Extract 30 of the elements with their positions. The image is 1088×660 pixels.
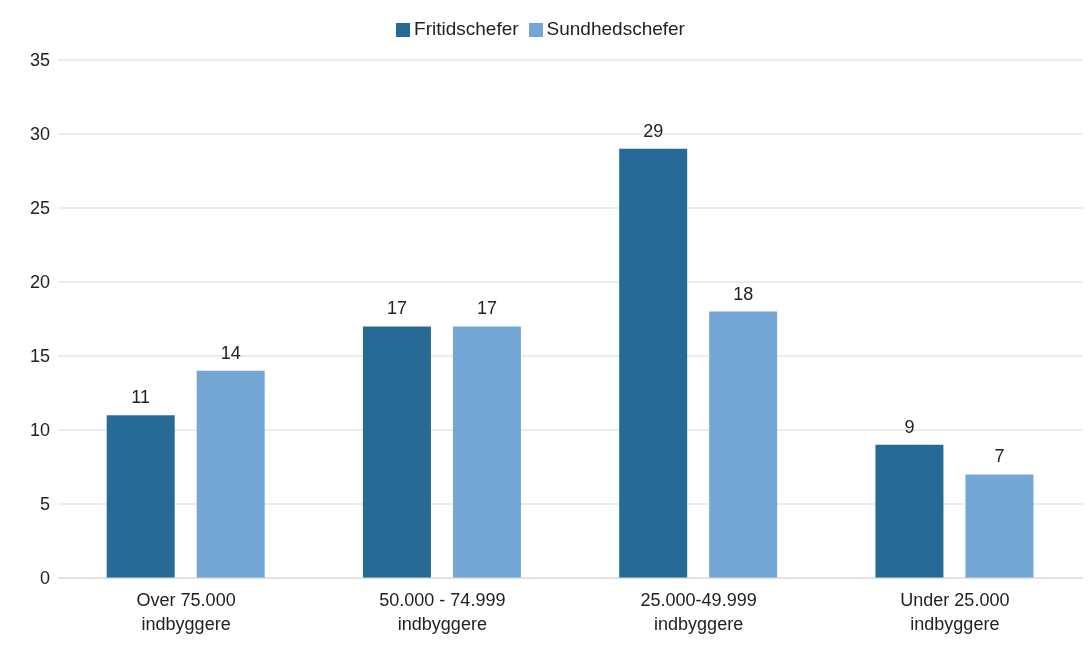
x-tick-label: 25.000-49.999 indbyggere xyxy=(640,590,757,634)
x-tick-label: 50.000 - 74.999 indbyggere xyxy=(379,590,506,634)
x-tick-label: Under 25.000 indbyggere xyxy=(900,590,1010,634)
data-label: 11 xyxy=(131,387,151,408)
y-tick-label: 25 xyxy=(29,198,50,219)
bar xyxy=(362,326,431,578)
data-label: 17 xyxy=(386,298,407,319)
y-tick-label: 35 xyxy=(29,50,50,71)
data-label: 18 xyxy=(733,283,754,304)
data-label: 14 xyxy=(220,342,241,363)
bar xyxy=(875,444,944,578)
legend-label: Sundhedschefer xyxy=(546,18,685,39)
y-tick-label: 10 xyxy=(29,420,50,441)
y-tick-label: 20 xyxy=(29,272,50,293)
x-tick-label: Over 75.000 indbyggere xyxy=(136,590,236,634)
data-label: 9 xyxy=(904,416,915,437)
y-tick-label: 5 xyxy=(39,494,50,515)
data-label: 29 xyxy=(643,120,664,141)
y-tick-label: 15 xyxy=(29,346,50,367)
bar xyxy=(965,474,1034,578)
bar xyxy=(709,311,778,578)
y-tick-label: 0 xyxy=(39,568,50,589)
bar xyxy=(196,370,265,578)
data-label: 17 xyxy=(476,298,497,319)
legend-label: Fritidschefer xyxy=(414,18,519,39)
bar xyxy=(106,415,175,578)
bar xyxy=(452,326,521,578)
bar xyxy=(619,148,688,578)
data-label: 7 xyxy=(994,446,1005,467)
y-tick-label: 30 xyxy=(29,124,50,145)
